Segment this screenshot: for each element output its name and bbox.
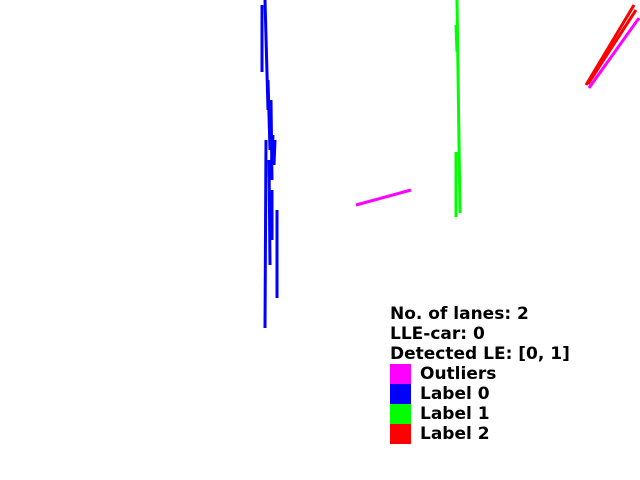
outlier-segment	[355, 188, 412, 207]
legend-swatch-label-2	[390, 424, 411, 444]
legend-swatch-outliers	[390, 364, 411, 384]
label-0-segments	[260, 0, 279, 329]
label-2-segment	[586, 9, 638, 85]
legend-label-label-2: Label 2	[420, 424, 490, 444]
label-0-segment	[267, 159, 272, 266]
legend-label-label-0: Label 0	[420, 384, 490, 404]
legend-label-label-1: Label 1	[420, 404, 490, 424]
detected-le-text: Detected LE: [0, 1]	[390, 344, 570, 364]
label-1-segments	[454, 0, 462, 217]
label-2-segment	[584, 4, 636, 86]
legend-item-label-2: Label 2	[390, 424, 570, 444]
lane-count-text: No. of lanes: 2	[390, 304, 529, 324]
legend-item-label-1: Label 1	[390, 404, 570, 424]
label-2-segments	[584, 4, 638, 86]
info-panel: No. of lanes: 2 LLE-car: 0 Detected LE: …	[390, 304, 570, 444]
legend: Outliers Label 0 Label 1 Label 2	[390, 364, 570, 444]
legend-item-outliers: Outliers	[390, 364, 570, 384]
legend-label-outliers: Outliers	[420, 364, 497, 384]
label-0-segment	[263, 139, 268, 329]
label-0-segment	[272, 139, 277, 166]
label-0-segment	[266, 79, 272, 151]
legend-item-label-0: Label 0	[390, 384, 570, 404]
lle-car-text: LLE-car: 0	[390, 324, 485, 344]
legend-swatch-label-0	[390, 384, 411, 404]
outlier-segment	[587, 17, 640, 89]
label-0-segment	[269, 134, 275, 176]
outlier-segments	[355, 17, 640, 207]
legend-swatch-label-1	[390, 404, 411, 424]
label-1-segment	[454, 24, 459, 53]
